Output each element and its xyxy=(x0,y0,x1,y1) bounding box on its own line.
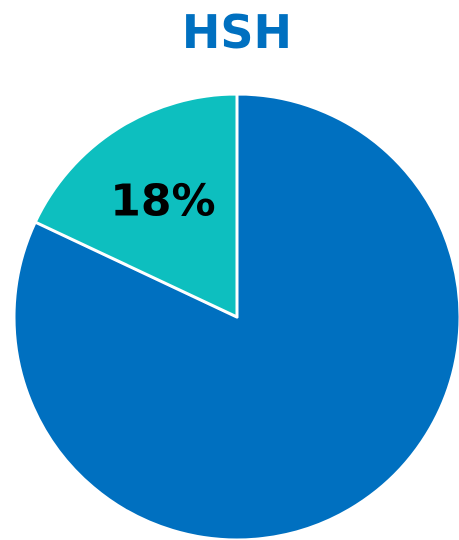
slice-label-1: 18% xyxy=(110,175,215,226)
pie-slice-1 xyxy=(33,92,239,319)
chart-title: HSH xyxy=(181,5,293,59)
